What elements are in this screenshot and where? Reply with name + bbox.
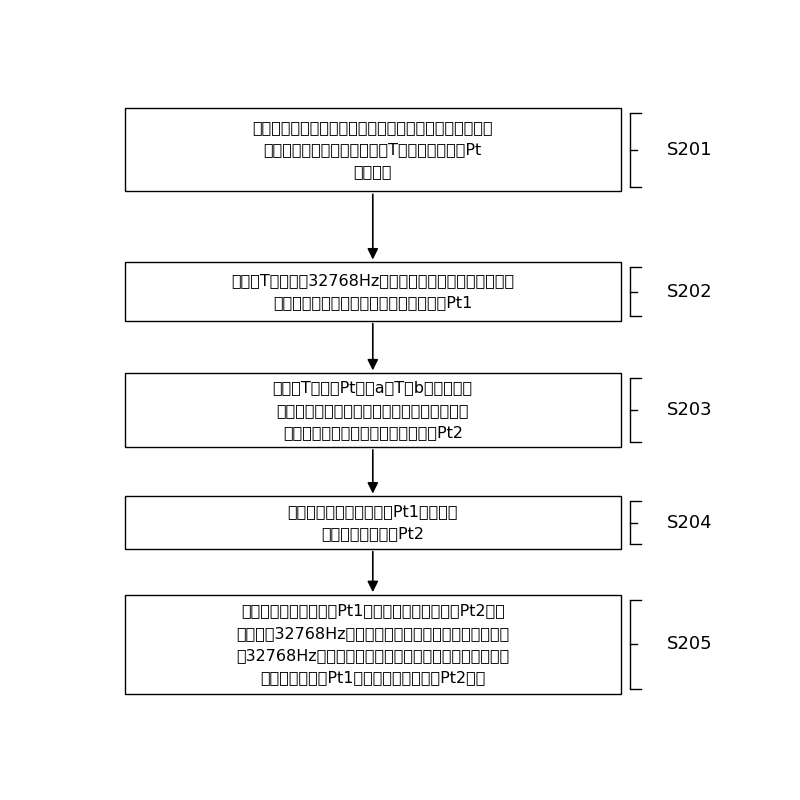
Text: 在温度T时，读取32768Hz石英晶体产生的预定时间闸门内
的所述预设高频频率信号的高频脉冲个数Pt1: 在温度T时，读取32768Hz石英晶体产生的预定时间闸门内 的所述预设高频频率信… <box>231 273 514 310</box>
Text: S204: S204 <box>667 514 713 531</box>
Text: 比较读取的高频脉冲个数Pt1和对应的
理论高频脉冲个数Pt2: 比较读取的高频脉冲个数Pt1和对应的 理论高频脉冲个数Pt2 <box>287 504 458 541</box>
Text: S205: S205 <box>667 635 713 654</box>
FancyBboxPatch shape <box>125 373 621 447</box>
FancyBboxPatch shape <box>125 496 621 549</box>
FancyBboxPatch shape <box>125 262 621 321</box>
FancyBboxPatch shape <box>125 595 621 694</box>
Text: S201: S201 <box>667 141 713 159</box>
Text: 在温度T时，由Pt＝（a＊T＋b）计算所述
预设高频频率信号在所述预定时间闸门对应的
标准时间闸门内的理论高频脉冲个数Pt2: 在温度T时，由Pt＝（a＊T＋b）计算所述 预设高频频率信号在所述预定时间闸门对… <box>273 381 473 440</box>
Text: 由预设高频频率信号的频率温度特性曲线，获得该预设高
频频率信号单位时间内的温度T与高频脉冲个数Pt
的表达式: 由预设高频频率信号的频率温度特性曲线，获得该预设高 频频率信号单位时间内的温度T… <box>253 120 493 180</box>
Text: S203: S203 <box>667 401 713 419</box>
Text: S202: S202 <box>667 282 713 301</box>
FancyBboxPatch shape <box>125 108 621 191</box>
Text: 当读取的高频脉冲个数Pt1大于理论高频脉冲个数Pt2，则
调节石英32768Hz晶体产生的秒脉冲的宽度变窄；反之调
节32768Hz石英晶体产生的秒脉冲的宽度变: 当读取的高频脉冲个数Pt1大于理论高频脉冲个数Pt2，则 调节石英32768Hz… <box>236 603 510 685</box>
